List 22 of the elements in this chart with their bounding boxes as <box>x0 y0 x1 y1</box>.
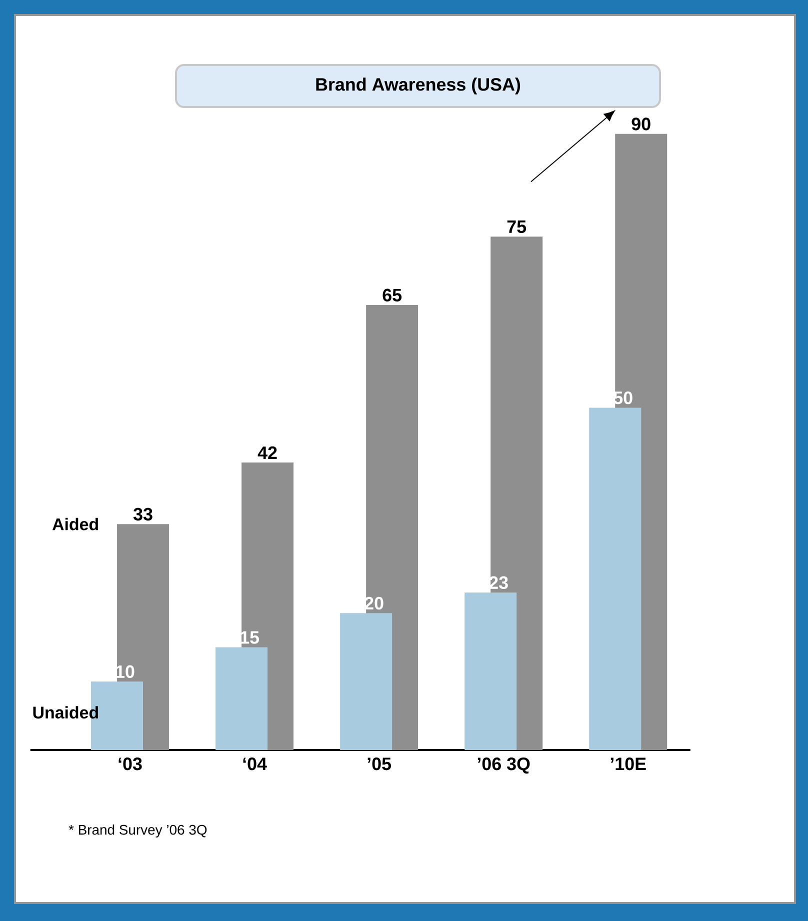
series-label: Unaided <box>33 706 98 719</box>
data-label: 33 <box>133 508 152 521</box>
data-label: 20 <box>364 596 384 610</box>
x-tick-label: ’10E <box>610 758 646 770</box>
x-tick-label: ‘03 <box>118 758 142 770</box>
data-label: 15 <box>240 631 260 644</box>
x-tick-label: ‘04 <box>243 758 267 770</box>
data-label: 75 <box>507 220 526 234</box>
x-tick-label: ’05 <box>368 758 392 770</box>
series-label: Aided <box>52 518 98 530</box>
data-label: 10 <box>116 665 134 678</box>
bar <box>216 647 268 750</box>
bar <box>589 408 642 750</box>
data-label: 90 <box>632 118 650 130</box>
bar <box>464 592 517 750</box>
text: * Brand Survey ’06 3Q <box>68 824 207 838</box>
bar <box>340 613 392 750</box>
data-label: 23 <box>489 576 508 590</box>
data-label: 65 <box>382 288 402 302</box>
chart-title: Brand Awareness (USA) <box>316 78 520 94</box>
data-label: 42 <box>258 446 277 459</box>
x-tick-label: ’06 3Q <box>478 758 530 774</box>
